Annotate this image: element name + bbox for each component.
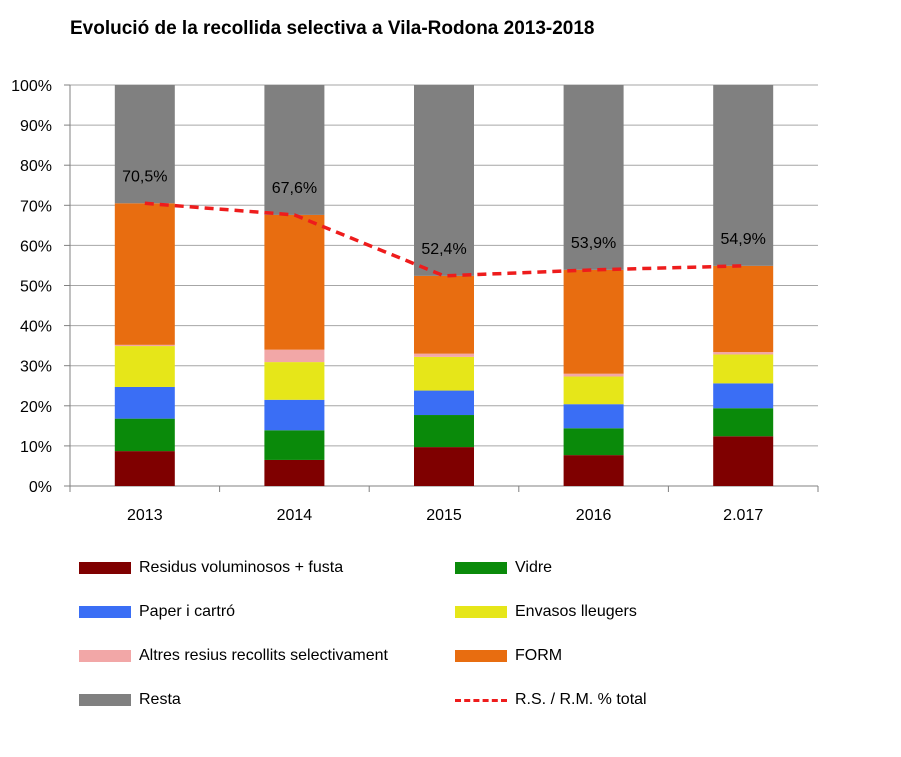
bar-segment (114, 418, 175, 452)
legend-label: Resta (139, 691, 181, 708)
bar-segment (414, 447, 474, 486)
y-tick-label: 30% (20, 359, 52, 376)
bar-segment (414, 353, 474, 357)
bar-segment (114, 346, 175, 387)
bar-segment (713, 354, 774, 384)
bar-segment (264, 362, 325, 400)
bar-segment (114, 85, 175, 204)
y-tick-label: 70% (20, 198, 52, 215)
bar-segment (264, 459, 325, 486)
legend-label: R.S. / R.M. % total (515, 691, 647, 708)
legend-label: Paper i cartró (139, 603, 236, 620)
legend-item: Residus voluminosos + fusta (79, 559, 343, 577)
legend-swatch (79, 562, 131, 574)
bar-segment (414, 415, 474, 448)
bar-segment (713, 408, 774, 437)
legend-label: Residus voluminosos + fusta (139, 559, 344, 576)
bar-segment (563, 455, 624, 486)
bar-segment (563, 269, 624, 374)
y-tick-label: 20% (20, 399, 52, 416)
bar-segment (114, 386, 175, 419)
bar-segment (713, 265, 774, 353)
legend-item: Envasos lleugers (455, 603, 637, 621)
data-label: 70,5% (122, 168, 167, 185)
bar-segment (114, 203, 175, 345)
legend-item: R.S. / R.M. % total (455, 691, 647, 709)
legend-item: FORM (455, 647, 562, 665)
x-tick-label: 2013 (127, 507, 163, 524)
legend-swatch (455, 698, 507, 702)
legend-item: Altres resius recollits selectivament (79, 647, 388, 665)
y-tick-label: 100% (11, 78, 52, 95)
bar-segment (563, 404, 624, 429)
y-tick-label: 80% (20, 158, 52, 175)
x-tick-label: 2016 (576, 507, 612, 524)
legend-item: Paper i cartró (79, 603, 235, 621)
legend-label: Envasos lleugers (515, 603, 637, 620)
bar-segment (264, 430, 325, 460)
bar-segment (563, 376, 624, 405)
data-label: 67,6% (272, 180, 317, 197)
bar-segment (414, 356, 474, 391)
legend-label: Vidre (515, 559, 553, 576)
bar-segment (713, 436, 774, 486)
bar-segment (713, 352, 774, 355)
bar-segment (713, 383, 774, 409)
data-label: 53,9% (571, 235, 616, 252)
line-series (144, 201, 744, 278)
y-tick-label: 40% (20, 319, 52, 336)
bar-segment (414, 275, 474, 354)
bar-segment (563, 373, 624, 377)
bar-segment (563, 428, 624, 456)
y-tick-label: 0% (29, 479, 52, 496)
legend-swatch (79, 694, 131, 706)
legend-swatch (455, 562, 507, 574)
bar-segment (563, 85, 624, 270)
y-tick-label: 60% (20, 238, 52, 255)
x-tick-label: 2015 (426, 507, 462, 524)
y-tick-label: 50% (20, 279, 52, 296)
data-label: 54,9% (721, 231, 766, 248)
legend-item: Resta (79, 691, 181, 709)
legend-swatch (79, 606, 131, 618)
bar-segment (414, 390, 474, 416)
y-tick-label: 90% (20, 118, 52, 135)
bar-segment (114, 344, 175, 347)
data-label: 52,4% (421, 241, 466, 258)
legend-label: FORM (515, 647, 563, 664)
bar-segment (264, 399, 325, 431)
legend-swatch (79, 650, 131, 662)
bar-segment (264, 214, 325, 350)
bar-segment (264, 85, 325, 215)
bar-segment (713, 85, 774, 266)
legend-swatch (455, 606, 507, 618)
x-tick-label: 2014 (277, 507, 313, 524)
x-tick-label: 2.017 (723, 507, 763, 524)
bar-segment (414, 85, 474, 276)
y-tick-label: 10% (20, 439, 52, 456)
bar-segment (264, 349, 325, 363)
chart-title: Evolució de la recollida selectiva a Vil… (70, 18, 595, 39)
bar-segment (114, 451, 175, 486)
legend-item: Vidre (455, 559, 552, 577)
legend-label: Altres resius recollits selectivament (139, 647, 388, 664)
legend-swatch (455, 650, 507, 662)
